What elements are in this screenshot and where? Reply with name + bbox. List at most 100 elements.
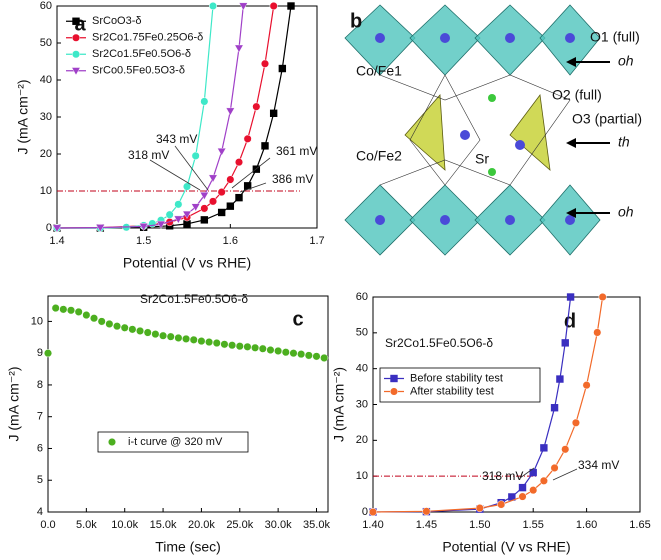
- bond: [409, 74, 481, 186]
- atom: [460, 130, 470, 140]
- marker: [258, 344, 267, 353]
- x-tick-label: 35.0k: [303, 519, 330, 531]
- marker: [66, 306, 76, 315]
- marker: [556, 375, 564, 383]
- marker: [561, 445, 570, 454]
- sr-atom: [488, 94, 496, 102]
- marker: [312, 352, 321, 361]
- marker: [497, 500, 506, 509]
- x-tick-label: 20.0k: [188, 519, 215, 531]
- marker: [107, 437, 117, 447]
- atoms: [375, 33, 575, 225]
- marker: [287, 2, 295, 10]
- marker: [143, 328, 152, 337]
- marker: [156, 220, 166, 229]
- marker: [191, 151, 200, 160]
- marker: [234, 158, 244, 167]
- series-line: [372, 296, 572, 513]
- marker: [220, 340, 229, 349]
- x-tick-label: 0.0: [40, 519, 55, 531]
- marker: [269, 1, 278, 11]
- atom: [375, 215, 385, 225]
- y-tick-label: 30: [40, 111, 52, 123]
- arrows: [572, 61, 610, 214]
- x-tick-label: 5.0k: [76, 519, 97, 531]
- marker: [212, 338, 221, 348]
- marker: [304, 351, 313, 360]
- marker: [191, 203, 201, 212]
- marker: [174, 333, 183, 342]
- marker: [182, 182, 192, 191]
- marker: [217, 148, 227, 157]
- marker: [234, 44, 244, 53]
- y-tick-label: 7: [37, 411, 43, 423]
- marker: [208, 174, 218, 183]
- x-tick-label: 25.0k: [226, 519, 253, 531]
- marker: [139, 223, 149, 232]
- marker: [235, 193, 243, 202]
- marker: [297, 350, 306, 359]
- annotation-arrow: [519, 467, 535, 479]
- marker: [540, 444, 548, 452]
- marker: [251, 343, 260, 352]
- marker: [72, 17, 80, 25]
- marker: [243, 134, 252, 143]
- annotation-arrow: [552, 468, 578, 481]
- marker: [183, 220, 191, 228]
- panel-label: d: [564, 310, 576, 332]
- marker: [197, 337, 206, 346]
- marker: [182, 334, 191, 343]
- marker: [261, 142, 269, 150]
- marker: [59, 305, 68, 314]
- x-tick-label: 1.60: [576, 519, 597, 531]
- x-tick-label: 1.6: [223, 235, 238, 247]
- y-tick-label: 6: [37, 442, 43, 454]
- annotation: 343 mV: [156, 132, 197, 146]
- marker: [539, 476, 548, 485]
- site-label: oh: [618, 53, 634, 69]
- panel: 0.0 5.0k 10.0k 15.0k 20.0k 25.0k 30.0k 35.0k 4 5 6…: [6, 292, 331, 555]
- marker: [320, 353, 329, 362]
- marker: [200, 216, 209, 224]
- y-axis-label: J (mA cm⁻²): [15, 79, 31, 154]
- marker: [120, 323, 129, 332]
- tetrahedra: [404, 93, 551, 172]
- arrow-heads: [566, 57, 576, 218]
- marker: [95, 224, 105, 233]
- marker: [266, 345, 275, 355]
- formula: Sr2Co1.5Fe0.5O6-δ: [140, 292, 248, 306]
- marker: [43, 349, 53, 358]
- x-axis-label: Time (sec): [155, 539, 221, 555]
- y-tick-label: 5: [37, 474, 43, 486]
- legend-box: [97, 431, 249, 453]
- site-label: Co/Fe1: [356, 63, 402, 79]
- legend-label: After stability test: [410, 385, 494, 397]
- y-tick-label: 0: [46, 222, 52, 234]
- atom: [505, 33, 515, 43]
- annotation: 318 mV: [482, 469, 523, 483]
- site-label: O2 (full): [552, 87, 602, 103]
- y-tick-label: 60: [356, 291, 368, 303]
- marker: [518, 492, 527, 501]
- legend-label: i-t curve @ 320 mV: [128, 436, 223, 448]
- site-label: Sr: [475, 151, 489, 167]
- structure-panel: b O1 (full) oh Co/Fe1 O2 (full) O3 (part…: [344, 4, 642, 256]
- atom: [565, 33, 575, 43]
- arrow-head: [566, 138, 576, 148]
- marker: [529, 486, 538, 495]
- marker: [243, 182, 252, 190]
- y-axis-label: J (mA cm⁻²): [6, 366, 22, 441]
- marker: [571, 418, 580, 427]
- x-tick-label: 1.50: [469, 519, 490, 531]
- marker: [235, 342, 244, 351]
- marker: [274, 346, 283, 356]
- marker: [208, 1, 218, 11]
- marker: [200, 97, 209, 106]
- marker: [128, 325, 137, 334]
- panel: 1.40 1.45 1.50 1.55 1.60 1.65 0 10 20 30 40 50 60 Pot…: [331, 291, 651, 555]
- marker: [74, 307, 83, 316]
- marker: [368, 507, 378, 517]
- legend-label: SrCo0.5Fe0.5O3-δ: [92, 65, 185, 77]
- marker: [561, 339, 569, 347]
- atom: [375, 33, 385, 43]
